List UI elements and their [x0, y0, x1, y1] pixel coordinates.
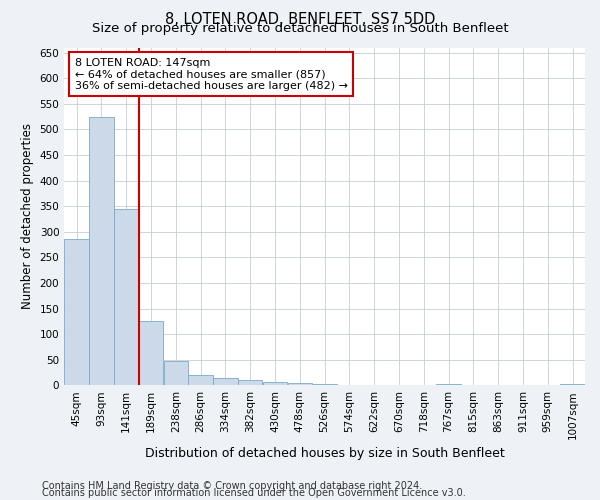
- Bar: [164, 360, 188, 386]
- Bar: [139, 322, 163, 386]
- Text: 8, LOTEN ROAD, BENFLEET, SS7 5DD: 8, LOTEN ROAD, BENFLEET, SS7 5DD: [165, 12, 435, 26]
- Bar: [560, 384, 585, 386]
- Bar: [89, 116, 113, 386]
- Text: Contains public sector information licensed under the Open Government Licence v3: Contains public sector information licen…: [42, 488, 466, 498]
- Bar: [114, 208, 139, 386]
- Bar: [436, 384, 461, 386]
- Bar: [287, 382, 312, 386]
- Bar: [64, 240, 89, 386]
- Bar: [313, 384, 337, 386]
- Y-axis label: Number of detached properties: Number of detached properties: [21, 124, 34, 310]
- Bar: [213, 378, 238, 386]
- Text: Size of property relative to detached houses in South Benfleet: Size of property relative to detached ho…: [92, 22, 508, 35]
- Bar: [263, 382, 287, 386]
- Bar: [238, 380, 262, 386]
- X-axis label: Distribution of detached houses by size in South Benfleet: Distribution of detached houses by size …: [145, 447, 505, 460]
- Text: Contains HM Land Registry data © Crown copyright and database right 2024.: Contains HM Land Registry data © Crown c…: [42, 481, 422, 491]
- Bar: [188, 375, 213, 386]
- Text: 8 LOTEN ROAD: 147sqm
← 64% of detached houses are smaller (857)
36% of semi-deta: 8 LOTEN ROAD: 147sqm ← 64% of detached h…: [74, 58, 347, 91]
